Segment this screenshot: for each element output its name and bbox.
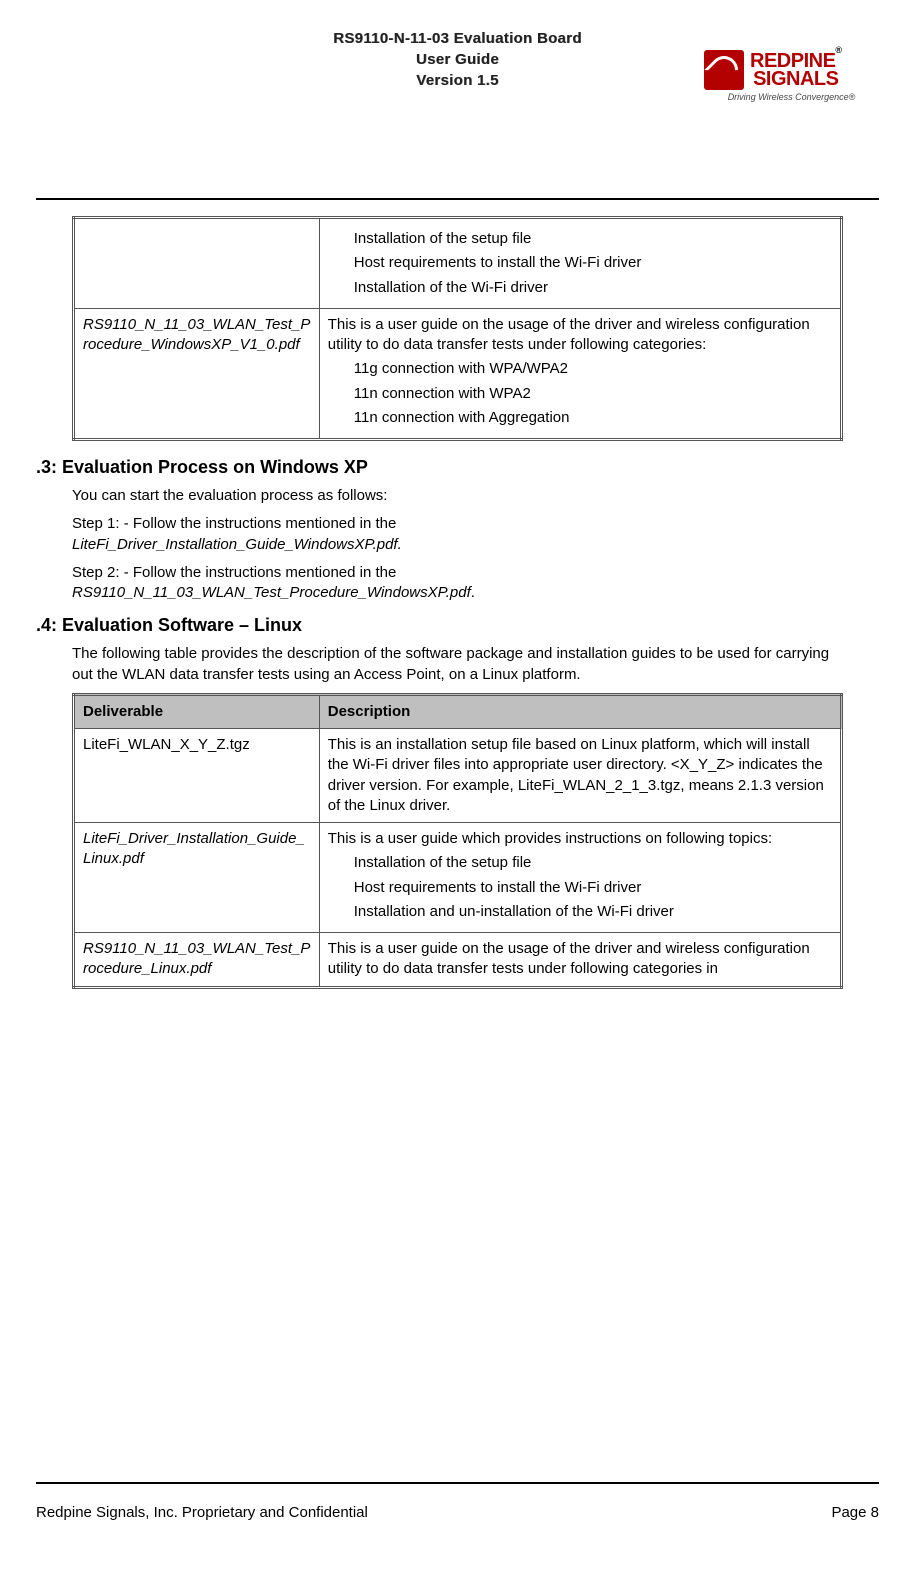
- table-row: LiteFi_Driver_Installation_Guide_Linux.p…: [74, 823, 842, 933]
- doc-title-line1: RS9110-N-11-03 Evaluation Board: [36, 28, 879, 49]
- list-item: Installation and un-installation of the …: [354, 902, 832, 922]
- table-cell-deliverable: RS9110_N_11_03_WLAN_Test_Procedure_Linux…: [74, 933, 320, 988]
- list-item: Installation of the setup file: [354, 229, 832, 249]
- punct: .: [471, 584, 475, 601]
- page-content: Installation of the setup file Host requ…: [36, 216, 879, 989]
- table-header-row: Deliverable Description: [74, 694, 842, 728]
- list-item: 11g connection with WPA/WPA2: [354, 359, 832, 379]
- step-text: Step 1: - Follow the instructions mentio…: [72, 515, 396, 532]
- table-cell-description: Installation of the setup file Host requ…: [319, 218, 841, 309]
- table-row: RS9110_N_11_03_WLAN_Test_Procedure_Linux…: [74, 933, 842, 988]
- section-heading-3: .3: Evaluation Process on Windows XP: [36, 457, 843, 478]
- paragraph: The following table provides the descrip…: [72, 644, 843, 685]
- filename: LiteFi_Driver_Installation_Guide_Windows…: [72, 536, 402, 553]
- table-cell-description: This is a user guide on the usage of the…: [319, 933, 841, 988]
- list-item: Installation of the setup file: [354, 853, 832, 873]
- footer-right: Page 8: [831, 1504, 879, 1521]
- table-cell-deliverable: LiteFi_Driver_Installation_Guide_Linux.p…: [74, 823, 320, 933]
- paragraph: Step 2: - Follow the instructions mentio…: [72, 563, 843, 604]
- logo-tagline: Driving Wireless Convergence®: [704, 92, 879, 102]
- paragraph: You can start the evaluation process as …: [72, 486, 843, 506]
- table-cell-description: This is a user guide on the usage of the…: [319, 308, 841, 439]
- paragraph: Step 1: - Follow the instructions mentio…: [72, 514, 843, 555]
- footer-rule: [36, 1482, 879, 1484]
- table-row: Installation of the setup file Host requ…: [74, 218, 842, 309]
- list-item: Installation of the Wi-Fi driver: [354, 278, 832, 298]
- table-windows-continued: Installation of the setup file Host requ…: [72, 216, 843, 441]
- cell-intro: This is a user guide which provides inst…: [328, 829, 832, 849]
- list-item: 11n connection with Aggregation: [354, 408, 832, 428]
- logo-icon: [704, 50, 744, 90]
- step-text: Step 2: - Follow the instructions mentio…: [72, 564, 396, 581]
- table-cell-deliverable: LiteFi_WLAN_X_Y_Z.tgz: [74, 729, 320, 823]
- table-cell-deliverable: [74, 218, 320, 309]
- table-header-description: Description: [319, 694, 841, 728]
- table-row: LiteFi_WLAN_X_Y_Z.tgz This is an install…: [74, 729, 842, 823]
- filename: RS9110_N_11_03_WLAN_Test_Procedure_Windo…: [72, 584, 471, 601]
- table-cell-description: This is an installation setup file based…: [319, 729, 841, 823]
- table-cell-deliverable: RS9110_N_11_03_WLAN_Test_Procedure_Windo…: [74, 308, 320, 439]
- logo: REDPINE® SIGNALS Driving Wireless Conver…: [704, 50, 879, 102]
- list-item: Host requirements to install the Wi-Fi d…: [354, 253, 832, 273]
- list-item: Host requirements to install the Wi-Fi d…: [354, 878, 832, 898]
- page-header: RS9110-N-11-03 Evaluation Board User Gui…: [36, 28, 879, 148]
- table-row: RS9110_N_11_03_WLAN_Test_Procedure_Windo…: [74, 308, 842, 439]
- section-heading-4: .4: Evaluation Software – Linux: [36, 615, 843, 636]
- footer-left: Redpine Signals, Inc. Proprietary and Co…: [36, 1504, 368, 1521]
- table-cell-description: This is a user guide which provides inst…: [319, 823, 841, 933]
- logo-text-bottom: SIGNALS: [750, 70, 842, 88]
- list-item: 11n connection with WPA2: [354, 384, 832, 404]
- header-rule: [36, 198, 879, 200]
- table-linux: Deliverable Description LiteFi_WLAN_X_Y_…: [72, 693, 843, 989]
- table-header-deliverable: Deliverable: [74, 694, 320, 728]
- cell-intro: This is a user guide on the usage of the…: [328, 315, 832, 356]
- page-footer: Redpine Signals, Inc. Proprietary and Co…: [36, 1475, 879, 1521]
